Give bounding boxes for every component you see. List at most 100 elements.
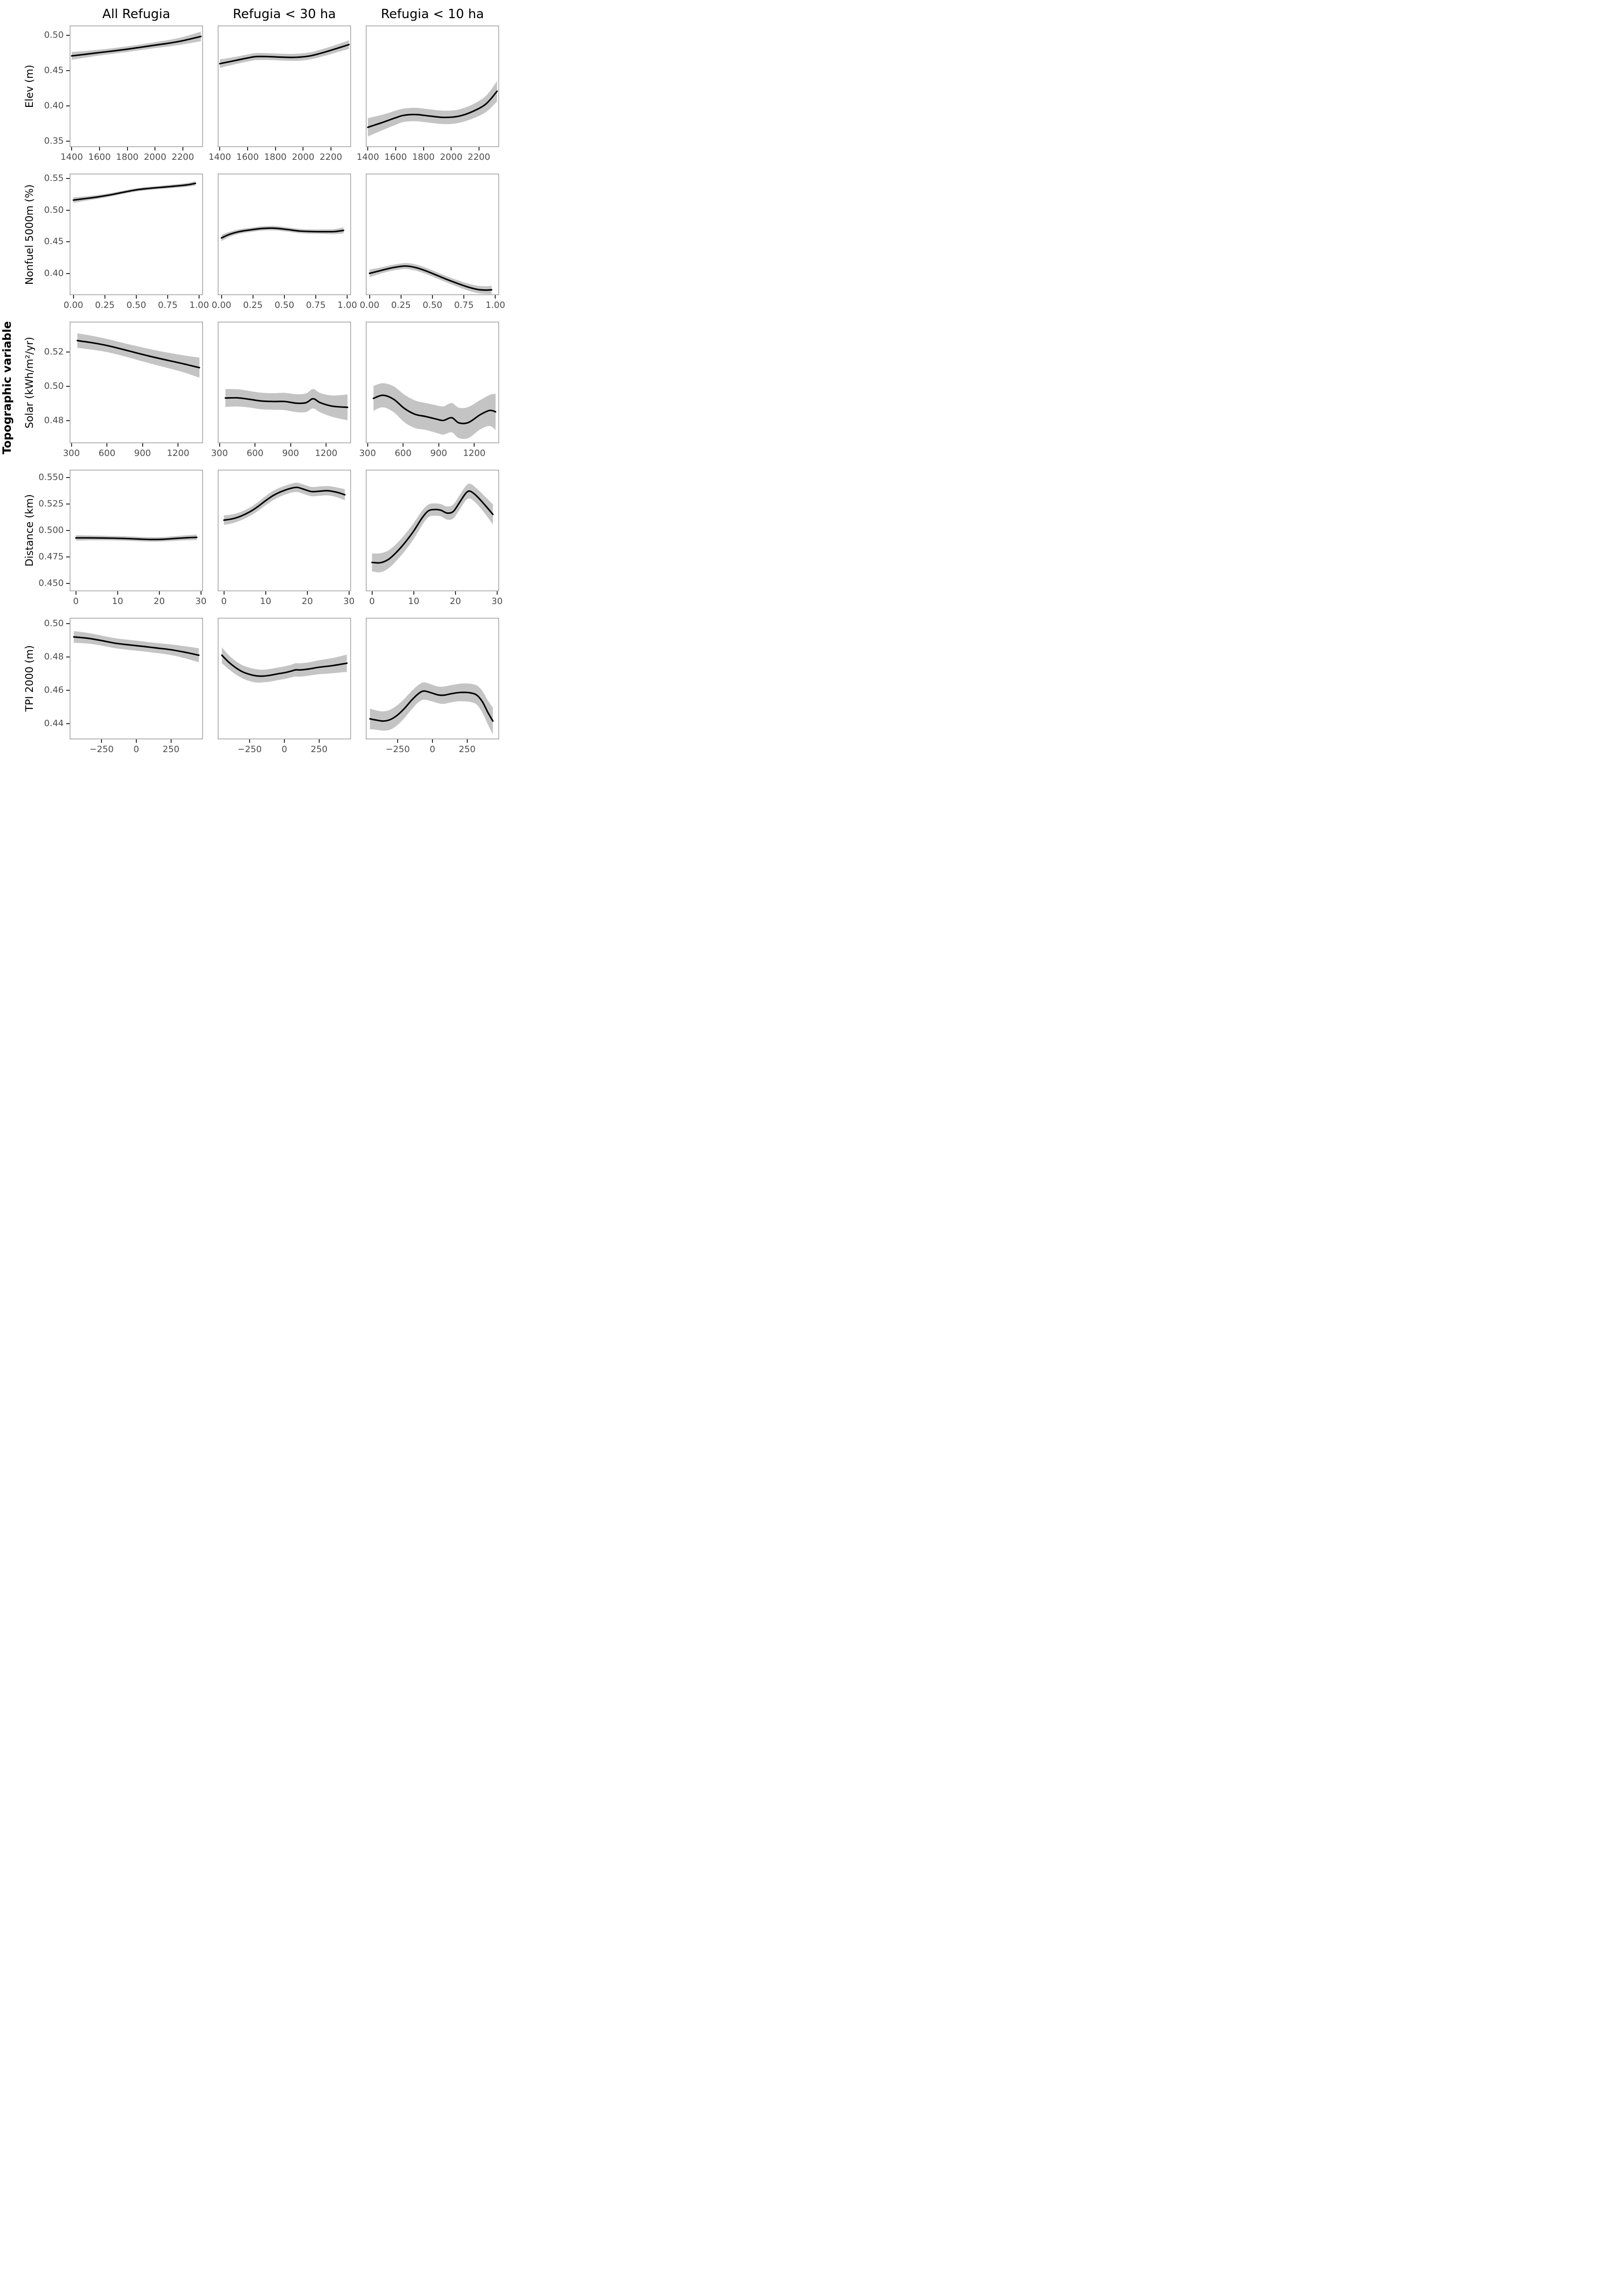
y-tick-mark: [66, 689, 70, 691]
panel-tpi-all-refugia: −250 0 250: [70, 618, 203, 761]
x-tick-label: 0.50: [422, 300, 443, 310]
panel-border: [218, 618, 351, 739]
x-tick-mark: [495, 295, 496, 299]
row-y-label-wrap: Nonfuel 5000m (%): [21, 174, 38, 295]
panel-plot-lt10ha: [366, 470, 499, 591]
trend-line: [221, 654, 348, 677]
x-tick-label: 600: [98, 448, 116, 458]
panel-plot-lt30ha: [218, 25, 351, 147]
x-tick-label: 0.75: [454, 300, 474, 310]
x-tick-label: 1.00: [189, 300, 209, 310]
panel-plot-lt30ha: [218, 174, 351, 295]
x-tick-label: 1.00: [337, 300, 357, 310]
row-y-label: TPI 2000 (m): [24, 645, 35, 712]
y-tick-mark: [66, 477, 70, 479]
column-title-all-refugia: All Refugia: [102, 7, 171, 22]
x-tick-mark: [306, 591, 308, 595]
x-tick-label: 2200: [320, 152, 342, 162]
x-tick-mark: [423, 147, 424, 151]
y-tick-label: 0.44: [44, 718, 64, 729]
x-tick-label: 0.00: [211, 300, 231, 310]
x-tick-label: 900: [430, 448, 447, 458]
x-tick-mark: [367, 443, 368, 447]
panel-nonfuel-refugia-lt-30ha: 0.00 0.25 0.50 0.75 1.00: [212, 174, 357, 317]
x-tick-mark: [200, 591, 202, 595]
x-tick-label: 0.25: [95, 300, 115, 310]
y-tick-label: 0.45: [44, 65, 64, 76]
x-tick-mark: [347, 295, 348, 299]
panel-plot-all_refugia: [70, 174, 203, 295]
x-tick-label: 900: [134, 448, 151, 458]
y-tick-mark: [66, 105, 70, 107]
y-tick-label: 0.52: [44, 346, 64, 357]
x-tick-mark: [451, 147, 452, 151]
y-tick-label: 0.40: [44, 268, 64, 278]
panel-plot-lt10ha: [366, 618, 499, 739]
y-tick-label: 0.450: [38, 578, 64, 588]
x-tick-mark: [158, 591, 160, 595]
y-tick-label: 0.500: [38, 525, 64, 535]
x-axis: 0.00 0.25 0.50 0.75 1.00: [64, 295, 209, 317]
panel-plot-all_refugia: [70, 322, 203, 443]
x-tick-label: 2000: [144, 152, 167, 162]
panel-plot-lt10ha: [366, 322, 499, 443]
x-tick-label: 2200: [468, 152, 490, 162]
panel-solar-refugia-lt-30ha: 300 600 900 1200: [211, 322, 351, 465]
confidence-band: [373, 383, 496, 439]
panel-border: [70, 618, 203, 739]
y-tick-mark: [66, 70, 70, 72]
x-tick-label: 10: [408, 596, 420, 606]
y-tick-mark: [66, 141, 70, 142]
x-tick-mark: [326, 443, 327, 447]
y-tick-label: 0.55: [44, 173, 64, 184]
x-tick-label: 1800: [116, 152, 139, 162]
panel-elev-refugia-lt-30ha: 1400 1600 1800 2000 2200: [208, 25, 351, 169]
x-tick-label: 20: [153, 596, 165, 606]
x-tick-label: 1.00: [485, 300, 506, 310]
confidence-band: [370, 682, 493, 734]
y-tick-mark: [66, 241, 70, 243]
trend-line: [75, 536, 198, 540]
x-tick-mark: [199, 295, 200, 299]
confidence-band: [73, 181, 196, 203]
x-tick-label: 1200: [167, 448, 190, 458]
x-tick-label: 1200: [463, 448, 486, 458]
x-tick-label: 250: [162, 744, 180, 755]
x-tick-mark: [219, 443, 220, 447]
y-tick-label: 0.550: [38, 472, 64, 483]
x-tick-label: 600: [394, 448, 412, 458]
y-tick-mark: [66, 504, 70, 505]
row-y-label: Elev (m): [24, 65, 35, 108]
trend-line: [73, 636, 200, 656]
x-tick-label: 1200: [315, 448, 338, 458]
y-tick-label: 0.525: [38, 499, 64, 509]
x-tick-mark: [303, 147, 304, 151]
x-tick-label: 0.25: [391, 300, 411, 310]
panel-border: [70, 174, 203, 295]
x-tick-mark: [400, 295, 402, 299]
chart-row-nonfuel: Nonfuel 5000m (%) 0.55 0.50 0.45 0.40 0.00 0…: [21, 174, 515, 317]
x-tick-mark: [284, 739, 285, 743]
x-tick-label: 1400: [60, 152, 83, 162]
x-tick-mark: [99, 147, 100, 151]
confidence-band: [372, 483, 493, 573]
panel-border: [70, 470, 203, 591]
x-tick-label: 300: [359, 448, 376, 458]
panel-plot-lt30ha: [218, 618, 351, 739]
x-tick-mark: [371, 591, 373, 595]
x-axis: 300 600 900 1200: [63, 443, 203, 465]
y-axis: 0.50 0.48 0.46 0.44: [38, 618, 70, 739]
y-tick-label: 0.50: [44, 380, 64, 391]
x-axis: −250 0 250: [218, 739, 351, 761]
x-tick-label: 0.50: [126, 300, 147, 310]
x-tick-mark: [395, 147, 396, 151]
x-tick-label: 600: [246, 448, 264, 458]
x-tick-mark: [117, 591, 118, 595]
x-tick-mark: [177, 443, 179, 447]
panel-distance-refugia-lt-10ha: 0 10 20 30: [366, 470, 503, 613]
trend-line: [73, 182, 197, 201]
x-tick-mark: [330, 147, 331, 151]
x-tick-label: 0: [221, 596, 227, 606]
x-axis: 300 600 900 1200: [359, 443, 499, 465]
x-tick-mark: [71, 443, 72, 447]
